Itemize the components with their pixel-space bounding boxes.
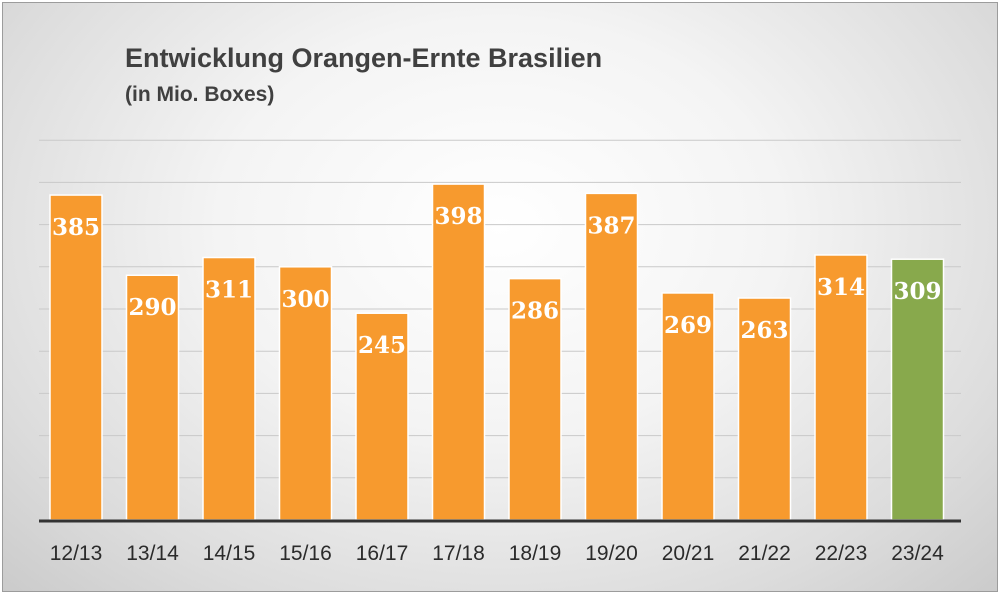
x-tick-label: 16/17: [356, 542, 409, 565]
bar-22/23: [814, 254, 868, 521]
data-label: 263: [740, 317, 788, 344]
bar-23/24: [890, 258, 945, 521]
x-tick-label: 20/21: [662, 542, 715, 565]
data-label: 387: [587, 212, 635, 239]
data-label: 290: [128, 294, 176, 321]
data-label: 385: [52, 214, 100, 241]
x-tick-label: 17/18: [432, 542, 485, 565]
x-tick-label: 19/20: [585, 542, 638, 565]
data-label: 269: [664, 312, 712, 339]
data-label: 311: [205, 277, 253, 304]
x-tick-label: 22/23: [815, 542, 868, 565]
bar-18/19: [508, 277, 562, 521]
data-label: 309: [893, 278, 941, 305]
data-label: 300: [281, 286, 329, 313]
x-tick-label: 18/19: [509, 542, 562, 565]
x-tick-label: 15/16: [279, 542, 332, 565]
x-tick-label: 21/22: [738, 542, 791, 565]
bar-12/13: [49, 194, 103, 521]
bar-19/20: [584, 192, 639, 521]
bars-group: [49, 183, 945, 521]
data-label: 398: [434, 203, 482, 230]
x-tick-label: 13/14: [126, 542, 179, 565]
x-tick-label: 12/13: [50, 542, 103, 565]
data-label: 286: [511, 298, 559, 325]
data-label: 314: [817, 274, 865, 301]
x-tick-labels: 12/13 13/14 14/15 15/16 16/17 17/18 18/19 19/20…: [50, 542, 944, 565]
x-tick-label: 14/15: [203, 542, 256, 565]
bar-chart: 385 290 311 300 245 398 286 387 269 263 314 309 12/…: [39, 139, 961, 565]
chart-title: Entwicklung Orangen-Ernte Brasilien: [125, 43, 603, 73]
x-tick-label: 23/24: [891, 542, 944, 565]
bar-17/18: [431, 183, 486, 521]
value-labels: 385 290 311 300 245 398 286 387 269 263 314 309: [52, 203, 942, 359]
data-label: 245: [358, 332, 406, 359]
gridlines: [39, 139, 961, 479]
bar-20/21: [661, 292, 715, 521]
chart-subtitle: (in Mio. Boxes): [125, 83, 275, 106]
